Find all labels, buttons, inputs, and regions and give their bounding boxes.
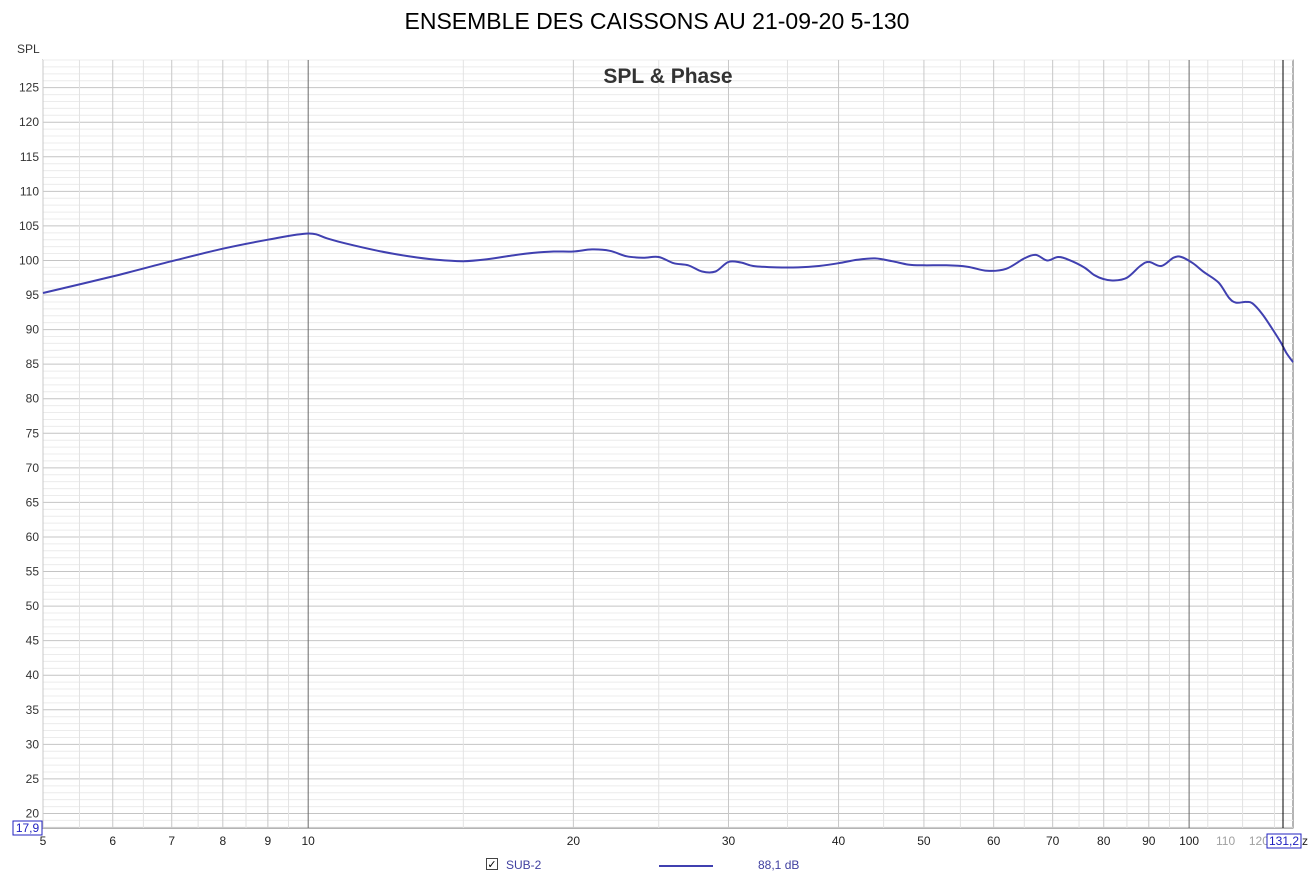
x-tick-label: 50 [917, 834, 931, 848]
y-tick-label: 35 [26, 703, 40, 717]
x-cursor-readout: 131,2 [1266, 833, 1302, 849]
y-tick-label: 95 [26, 288, 40, 302]
x-tick-label: 110 [1216, 834, 1235, 848]
x-tick-label: 6 [109, 834, 116, 848]
y-tick-label: 45 [26, 634, 40, 648]
legend: ✓ SUB-2 88,1 dB [0, 857, 1314, 877]
x-tick-label: 100 [1179, 834, 1199, 848]
y-tick-label: 60 [26, 530, 40, 544]
plot-background [42, 59, 1294, 829]
y-tick-label: 90 [26, 323, 40, 337]
x-tick-label: 90 [1142, 834, 1156, 848]
x-tick-label: 70 [1046, 834, 1060, 848]
legend-value: 88,1 dB [758, 858, 800, 872]
x-tick-label: 5 [40, 834, 47, 848]
x-tick-label: 8 [219, 834, 226, 848]
y-tick-label: 105 [19, 219, 39, 233]
x-tick-label: 7 [168, 834, 175, 848]
x-tick-label: 60 [987, 834, 1001, 848]
y-tick-label: 115 [20, 150, 39, 164]
x-tick-label: 9 [265, 834, 272, 848]
legend-series-name: SUB-2 [506, 858, 542, 872]
chart-title: ENSEMBLE DES CAISSONS AU 21-09-20 5-130 [404, 8, 910, 34]
y-axis-label: SPL [17, 42, 40, 56]
y-tick-label: 125 [19, 81, 39, 95]
y-tick-label: 20 [26, 806, 40, 820]
y-tick-label: 55 [26, 565, 40, 579]
x-tick-label: 20 [567, 834, 581, 848]
y-tick-label: 30 [26, 737, 40, 751]
y-tick-label: 40 [26, 668, 40, 682]
x-cursor-readout-text: 131,2 [1269, 834, 1299, 848]
x-axis-ticks: 5 6 7 8 9 10 20 30 40 50 60 70 80 90 100 110 120 [40, 834, 1270, 848]
y-tick-label: 50 [26, 599, 40, 613]
x-tick-label: 80 [1097, 834, 1111, 848]
y-tick-label: 120 [19, 115, 39, 129]
x-tick-label: 10 [302, 834, 316, 848]
x-tick-label: 40 [832, 834, 846, 848]
minor-horizontal-gridlines [43, 59, 1293, 828]
y-tick-label: 100 [19, 253, 39, 267]
vertical-gridlines [42, 60, 1275, 828]
legend-checkbox[interactable]: ✓ [486, 858, 498, 871]
y-tick-label: 110 [20, 184, 39, 198]
y-tick-label: 70 [26, 461, 40, 475]
y-tick-label: 80 [26, 392, 40, 406]
x-axis-unit: z [1302, 834, 1308, 848]
y-tick-label: 85 [26, 357, 40, 371]
y-tick-label: 25 [26, 772, 40, 786]
series-line-sub-2 [42, 232, 1294, 363]
y-axis-ticks: 20 25 30 35 40 45 50 55 60 65 70 75 80 85 90 95 100 105 11… [19, 81, 39, 821]
y-tick-label: 75 [26, 426, 40, 440]
y-cursor-readout-text: 17,9 [16, 821, 40, 835]
x-tick-label: 30 [722, 834, 736, 848]
x-tick-label: 120 [1249, 834, 1269, 848]
y-tick-label: 65 [26, 495, 40, 509]
y-cursor-readout: 17,9 [12, 820, 43, 836]
chart-subtitle: SPL & Phase [603, 65, 732, 88]
legend-line-swatch [659, 865, 713, 867]
